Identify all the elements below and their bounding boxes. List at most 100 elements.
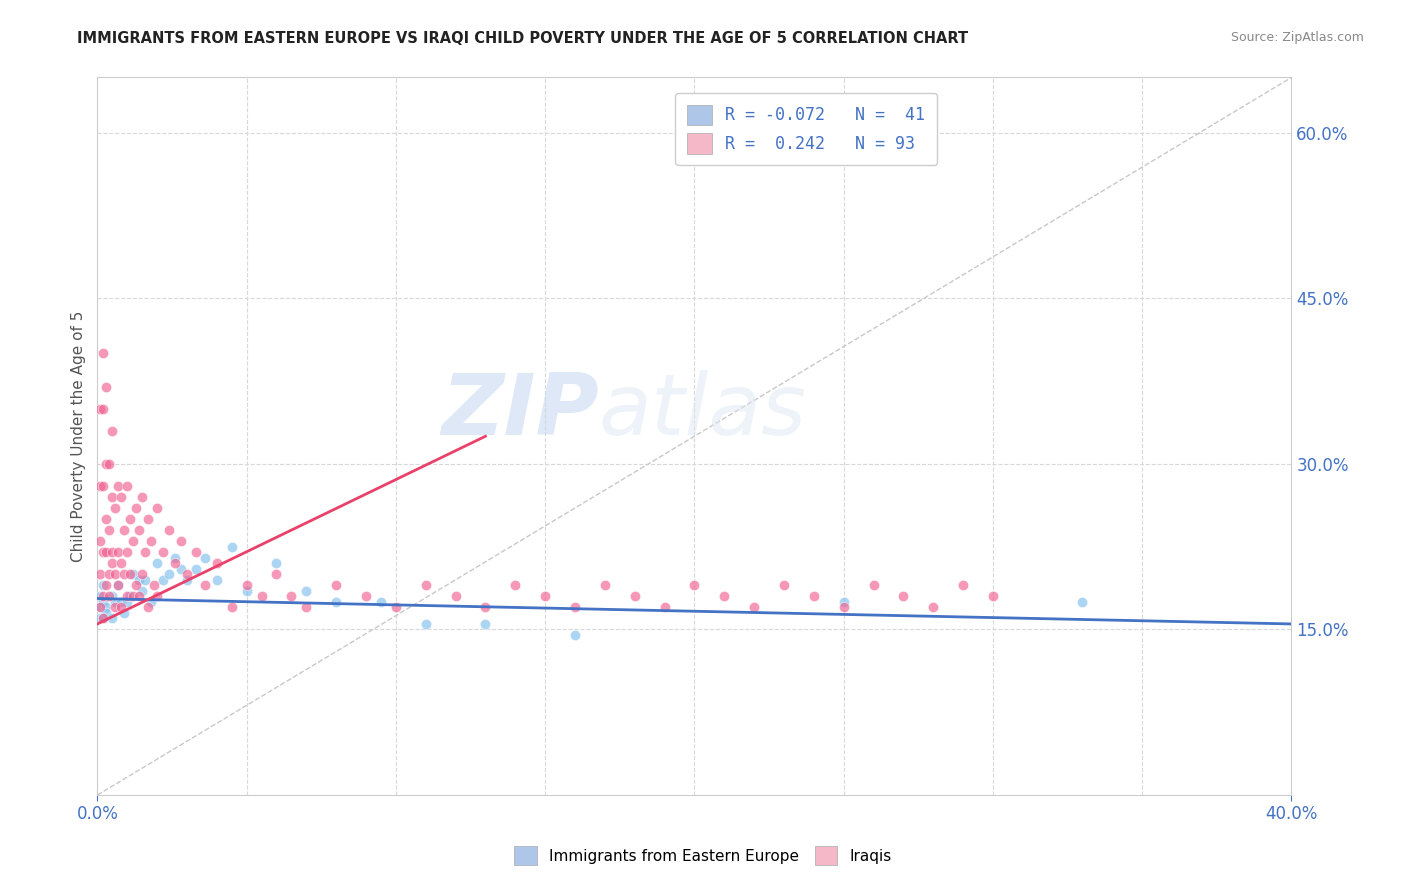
Point	[157, 523, 180, 537]
Point	[112, 523, 135, 537]
Y-axis label: Child Poverty Under the Age of 5: Child Poverty Under the Age of 5	[72, 310, 86, 562]
Point	[110, 595, 132, 609]
Point	[235, 578, 257, 592]
Point	[107, 545, 129, 559]
Point	[115, 590, 138, 604]
Point	[803, 590, 825, 604]
Point	[122, 567, 145, 582]
Point	[146, 556, 169, 570]
Point	[922, 600, 945, 615]
Point	[101, 611, 124, 625]
Point	[104, 567, 127, 582]
Point	[115, 545, 138, 559]
Point	[89, 600, 111, 615]
Legend: R = -0.072   N =  41, R =  0.242   N = 93: R = -0.072 N = 41, R = 0.242 N = 93	[675, 93, 936, 165]
Point	[295, 583, 318, 598]
Point	[115, 479, 138, 493]
Point	[170, 562, 193, 576]
Point	[128, 573, 150, 587]
Text: atlas: atlas	[599, 369, 807, 452]
Point	[91, 611, 114, 625]
Point	[773, 578, 796, 592]
Point	[128, 523, 150, 537]
Point	[564, 600, 586, 615]
Point	[385, 600, 408, 615]
Point	[832, 600, 855, 615]
Point	[146, 590, 169, 604]
Point	[89, 401, 111, 416]
Point	[163, 556, 186, 570]
Point	[250, 590, 273, 604]
Point	[415, 578, 437, 592]
Point	[104, 595, 127, 609]
Point	[101, 590, 124, 604]
Point	[415, 616, 437, 631]
Point	[91, 590, 114, 604]
Point	[474, 600, 496, 615]
Point	[89, 567, 111, 582]
Point	[89, 534, 111, 549]
Point	[89, 611, 111, 625]
Point	[98, 457, 121, 471]
Point	[221, 600, 243, 615]
Point	[139, 595, 162, 609]
Point	[98, 567, 121, 582]
Point	[115, 595, 138, 609]
Point	[101, 490, 124, 504]
Point	[143, 578, 166, 592]
Point	[713, 590, 735, 604]
Point	[952, 578, 974, 592]
Point	[184, 562, 207, 576]
Point	[184, 545, 207, 559]
Point	[91, 595, 114, 609]
Point	[564, 628, 586, 642]
Text: ZIP: ZIP	[441, 369, 599, 452]
Text: IMMIGRANTS FROM EASTERN EUROPE VS IRAQI CHILD POVERTY UNDER THE AGE OF 5 CORRELA: IMMIGRANTS FROM EASTERN EUROPE VS IRAQI …	[77, 31, 969, 46]
Point	[862, 578, 884, 592]
Text: Source: ZipAtlas.com: Source: ZipAtlas.com	[1230, 31, 1364, 45]
Point	[112, 606, 135, 620]
Point	[131, 490, 153, 504]
Point	[112, 567, 135, 582]
Point	[107, 578, 129, 592]
Point	[176, 567, 198, 582]
Point	[176, 573, 198, 587]
Point	[266, 556, 288, 570]
Point	[89, 600, 111, 615]
Point	[96, 578, 118, 592]
Point	[120, 567, 142, 582]
Point	[370, 595, 392, 609]
Point	[91, 479, 114, 493]
Point	[107, 578, 129, 592]
Point	[170, 534, 193, 549]
Point	[146, 501, 169, 516]
Point	[91, 545, 114, 559]
Point	[157, 567, 180, 582]
Point	[89, 590, 111, 604]
Legend: Immigrants from Eastern Europe, Iraqis: Immigrants from Eastern Europe, Iraqis	[508, 840, 898, 871]
Point	[444, 590, 467, 604]
Point	[91, 578, 114, 592]
Point	[593, 578, 616, 592]
Point	[96, 457, 118, 471]
Point	[96, 545, 118, 559]
Point	[91, 346, 114, 360]
Point	[325, 578, 347, 592]
Point	[266, 567, 288, 582]
Point	[221, 540, 243, 554]
Point	[89, 479, 111, 493]
Point	[194, 578, 217, 592]
Point	[1071, 595, 1094, 609]
Point	[128, 590, 150, 604]
Point	[981, 590, 1004, 604]
Point	[131, 583, 153, 598]
Point	[110, 600, 132, 615]
Point	[139, 534, 162, 549]
Point	[134, 545, 156, 559]
Point	[101, 556, 124, 570]
Point	[534, 590, 557, 604]
Point	[101, 424, 124, 438]
Point	[91, 611, 114, 625]
Point	[832, 595, 855, 609]
Point	[96, 379, 118, 393]
